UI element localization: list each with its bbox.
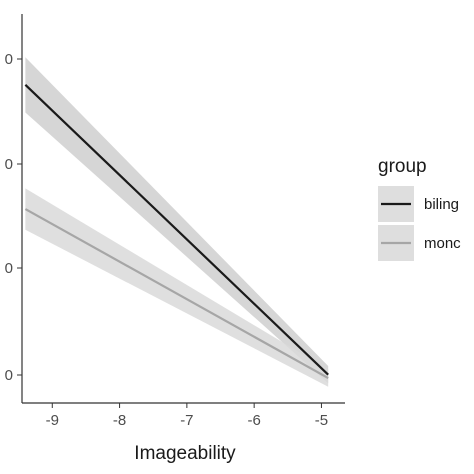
series-lines [24,84,329,380]
y-tick-label: 0 [5,260,13,277]
x-axis-ticks: -9 -8 -7 -6 -5 [46,403,328,429]
x-axis-title: Imageability [134,443,236,464]
confidence-band-monc [25,188,329,387]
x-tick-label: -9 [46,412,59,429]
legend-label-monc: monc [424,235,461,252]
y-axis-ticks: 0 0 0 0 [5,51,22,384]
y-tick-label: 0 [5,367,13,384]
legend: group biling monc [378,156,461,261]
legend-label-biling: biling [424,196,459,213]
series-line-biling [24,84,329,376]
series-line-monc [24,208,329,380]
confidence-bands [25,57,329,387]
x-tick-label: -8 [113,412,126,429]
y-tick-label: 0 [5,51,13,68]
x-tick-label: -7 [180,412,193,429]
y-tick-label: 0 [5,156,13,173]
legend-title: group [378,156,427,177]
x-tick-label: -6 [247,412,260,429]
x-tick-label: -5 [315,412,328,429]
